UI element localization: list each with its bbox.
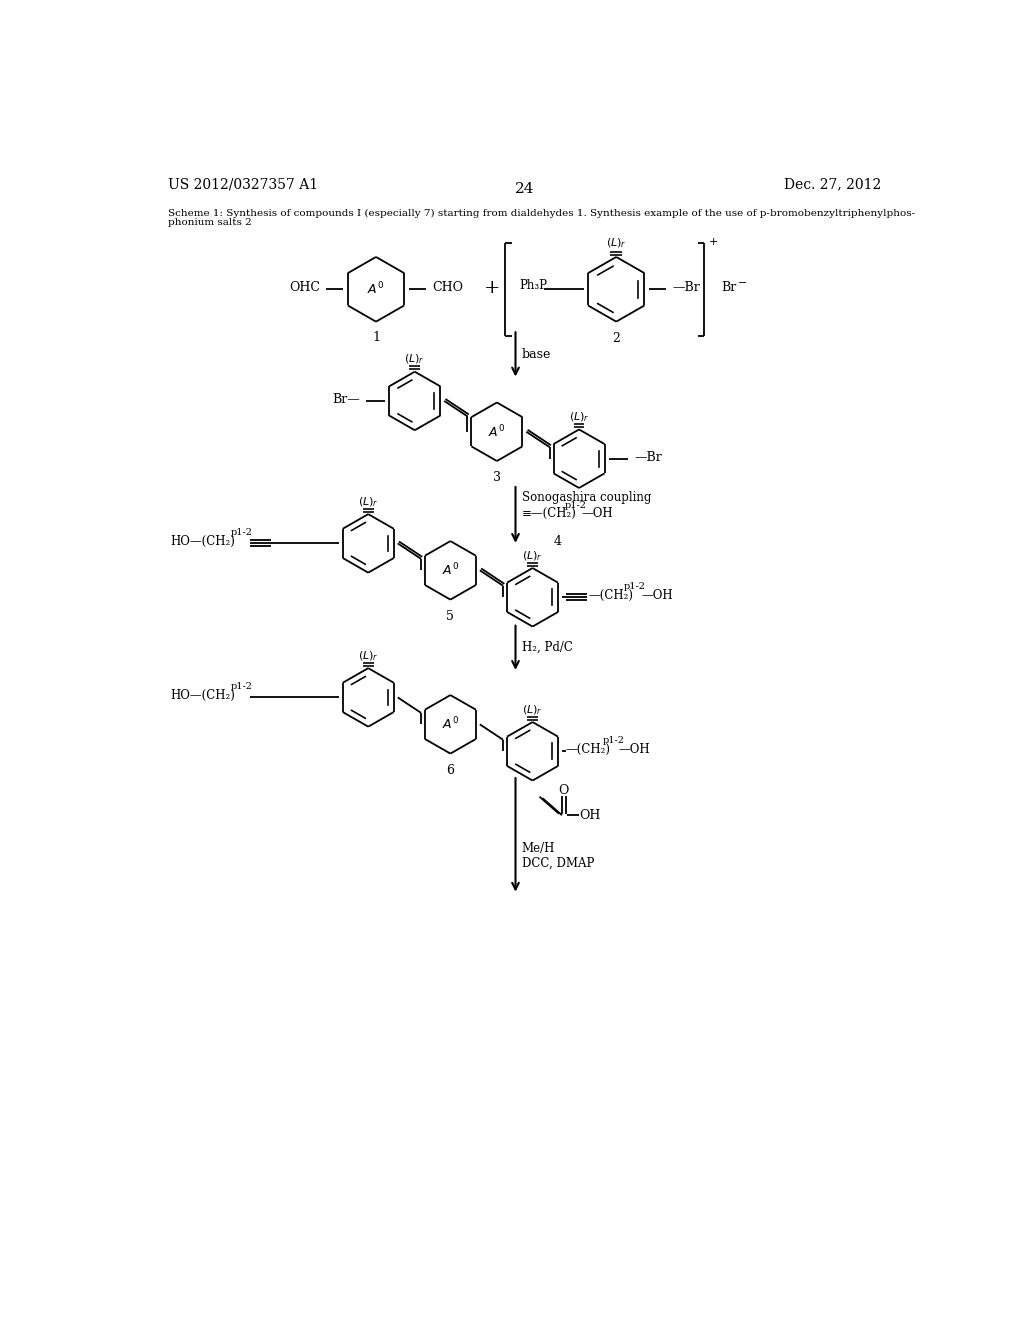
Text: $(L)_r$: $(L)_r$: [404, 352, 425, 366]
Text: p1-2: p1-2: [564, 502, 587, 511]
Text: +: +: [709, 238, 718, 247]
Text: HO—(CH₂): HO—(CH₂): [171, 536, 236, 548]
Text: p1-2: p1-2: [602, 737, 625, 744]
Text: Me/H: Me/H: [521, 842, 555, 855]
Text: p1-2: p1-2: [231, 682, 253, 692]
Text: DCC, DMAP: DCC, DMAP: [521, 857, 594, 870]
Text: $(L)_r$: $(L)_r$: [358, 495, 379, 508]
Text: Br: Br: [721, 281, 736, 294]
Text: —(CH₂): —(CH₂): [589, 589, 634, 602]
Text: —OH: —OH: [641, 589, 673, 602]
Text: base: base: [521, 348, 551, 360]
Text: O: O: [558, 784, 568, 797]
Text: —Br: —Br: [634, 450, 662, 463]
Text: US 2012/0327357 A1: US 2012/0327357 A1: [168, 178, 318, 191]
Text: —Br: —Br: [672, 281, 699, 294]
Text: $A^0$: $A^0$: [442, 715, 459, 733]
Text: OH: OH: [579, 809, 600, 822]
Text: —(CH₂): —(CH₂): [566, 743, 611, 756]
Text: phonium salts 2: phonium salts 2: [168, 218, 252, 227]
Text: Scheme 1: Synthesis of compounds I (especially 7) starting from dialdehydes 1. S: Scheme 1: Synthesis of compounds I (espe…: [168, 209, 915, 218]
Text: $(L)_r$: $(L)_r$: [358, 649, 379, 663]
Text: $A^0$: $A^0$: [368, 281, 385, 297]
Text: +: +: [484, 279, 501, 297]
Text: H₂, Pd/C: H₂, Pd/C: [521, 642, 572, 655]
Text: Sonogashira coupling: Sonogashira coupling: [521, 491, 651, 504]
Text: ≡—(CH₂): ≡—(CH₂): [521, 507, 577, 520]
Text: 24: 24: [515, 182, 535, 195]
Text: 2: 2: [612, 333, 621, 345]
Text: −: −: [738, 279, 748, 288]
Text: 1: 1: [372, 330, 380, 343]
Text: OHC: OHC: [289, 281, 321, 294]
Text: Ph₃P: Ph₃P: [519, 279, 548, 292]
Text: HO—(CH₂): HO—(CH₂): [171, 689, 236, 702]
Text: 4: 4: [554, 536, 562, 548]
Text: $(L)_r$: $(L)_r$: [522, 704, 543, 717]
Text: $(L)_r$: $(L)_r$: [522, 549, 543, 562]
Text: Br—: Br—: [332, 393, 359, 407]
Text: Dec. 27, 2012: Dec. 27, 2012: [784, 178, 882, 191]
Text: 5: 5: [446, 610, 455, 623]
Text: p1-2: p1-2: [231, 528, 253, 537]
Text: $(L)_r$: $(L)_r$: [606, 236, 627, 249]
Text: CHO: CHO: [432, 281, 463, 294]
Text: 6: 6: [446, 764, 455, 777]
Text: —OH: —OH: [618, 743, 650, 756]
Text: p1-2: p1-2: [624, 582, 646, 591]
Text: $(L)_r$: $(L)_r$: [568, 411, 590, 424]
Text: $A^0$: $A^0$: [442, 562, 459, 578]
Text: 3: 3: [493, 471, 501, 484]
Text: —OH: —OH: [582, 507, 613, 520]
Text: $A^0$: $A^0$: [488, 424, 506, 440]
